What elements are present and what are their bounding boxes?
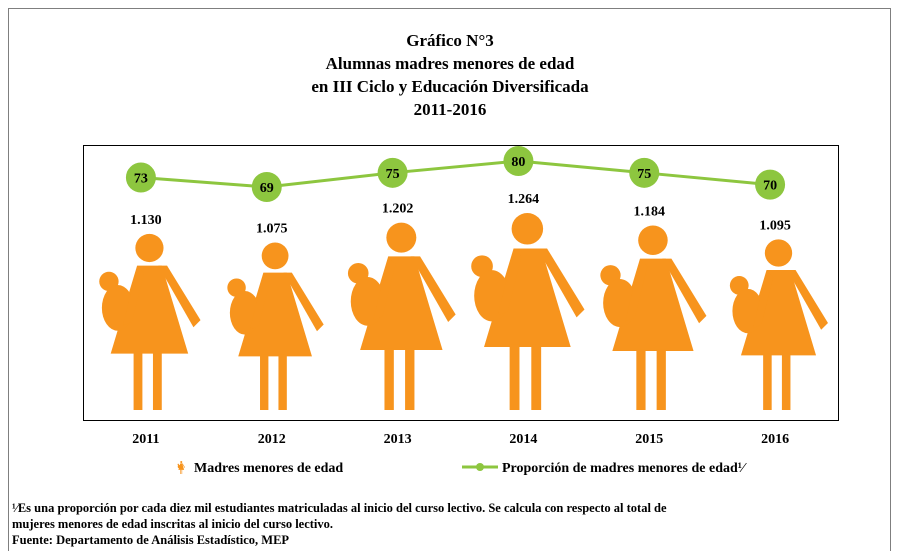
line bbox=[140, 159, 771, 189]
leg bbox=[133, 351, 143, 410]
data-label: 70 bbox=[763, 179, 777, 194]
arm bbox=[625, 260, 648, 322]
head bbox=[261, 242, 289, 270]
figure bbox=[600, 225, 707, 410]
dress bbox=[612, 258, 694, 351]
data-label: 1.264 bbox=[508, 192, 540, 207]
arm bbox=[123, 267, 145, 326]
data-label: 75 bbox=[637, 167, 651, 182]
arm bbox=[181, 463, 186, 468]
arm bbox=[752, 271, 774, 329]
marker bbox=[377, 157, 408, 188]
head bbox=[386, 222, 417, 253]
leg bbox=[405, 348, 415, 410]
legend-icon bbox=[177, 461, 186, 474]
arm bbox=[787, 270, 828, 330]
chart-title: 2011-2016 bbox=[414, 100, 487, 119]
dress bbox=[178, 463, 185, 470]
arm bbox=[662, 258, 707, 324]
dress bbox=[360, 256, 443, 351]
chart-title: Gráfico N°3 bbox=[406, 31, 494, 50]
leg bbox=[278, 354, 287, 410]
leg bbox=[531, 344, 542, 410]
arm bbox=[249, 274, 271, 330]
x-tick-label: 2014 bbox=[509, 432, 537, 447]
source: Fuente: Departamento de Análisis Estadís… bbox=[12, 533, 289, 547]
dress bbox=[110, 265, 189, 354]
legend-label: Proporción de madres menores de edad¹⁄ bbox=[502, 461, 747, 476]
x-tick-label: 2015 bbox=[635, 432, 663, 447]
plot-area bbox=[83, 145, 839, 421]
data-label: 1.202 bbox=[382, 202, 414, 217]
figure bbox=[347, 222, 456, 410]
head bbox=[511, 213, 544, 245]
arm bbox=[179, 463, 181, 468]
x-tick-label: 2016 bbox=[761, 432, 789, 447]
figure bbox=[729, 239, 828, 410]
arm bbox=[283, 272, 324, 332]
x-tick-label: 2012 bbox=[258, 432, 286, 447]
leg bbox=[384, 348, 394, 410]
x-tick-label: 2013 bbox=[384, 432, 412, 447]
data-label: 1.184 bbox=[634, 204, 666, 219]
data-label: 1.075 bbox=[256, 221, 288, 236]
leg bbox=[781, 353, 791, 410]
footnote: ¹⁄Es una proporción por cada diez mil es… bbox=[12, 501, 667, 515]
data-label: 1.130 bbox=[130, 213, 162, 228]
arm bbox=[497, 250, 522, 316]
footnote: mujeres menores de edad inscritas al ini… bbox=[12, 517, 333, 531]
marker bbox=[125, 162, 156, 193]
marker bbox=[251, 172, 282, 202]
leg bbox=[636, 349, 646, 410]
arm bbox=[410, 256, 456, 322]
figure bbox=[471, 213, 585, 410]
data-label: 73 bbox=[134, 172, 148, 187]
leg bbox=[180, 469, 181, 474]
chart-title: en III Ciclo y Educación Diversificada bbox=[311, 77, 589, 96]
marker bbox=[629, 157, 660, 188]
head bbox=[764, 239, 793, 267]
dress bbox=[238, 272, 312, 357]
arm bbox=[537, 248, 585, 318]
legend-label: Madres menores de edad bbox=[194, 461, 343, 476]
dress bbox=[484, 248, 571, 347]
marker bbox=[503, 146, 534, 176]
figure bbox=[227, 242, 324, 410]
head bbox=[638, 225, 668, 255]
head bbox=[180, 461, 183, 464]
figure bbox=[99, 233, 201, 410]
x-tick-label: 2011 bbox=[132, 432, 159, 447]
arm bbox=[373, 258, 396, 321]
marker bbox=[755, 169, 786, 200]
legend-marker bbox=[476, 463, 484, 471]
data-label: 80 bbox=[511, 155, 525, 170]
data-label: 69 bbox=[260, 181, 274, 196]
head bbox=[135, 233, 164, 263]
arm bbox=[158, 265, 201, 328]
leg bbox=[763, 353, 772, 410]
leg bbox=[260, 354, 269, 410]
data-label: 75 bbox=[386, 167, 400, 182]
leg bbox=[152, 351, 162, 410]
leg bbox=[509, 344, 520, 410]
leg bbox=[656, 349, 666, 410]
chart-title: Alumnas madres menores de edad bbox=[326, 54, 575, 73]
data-label: 1.095 bbox=[759, 218, 791, 233]
dress bbox=[740, 270, 817, 356]
leg bbox=[181, 469, 183, 474]
